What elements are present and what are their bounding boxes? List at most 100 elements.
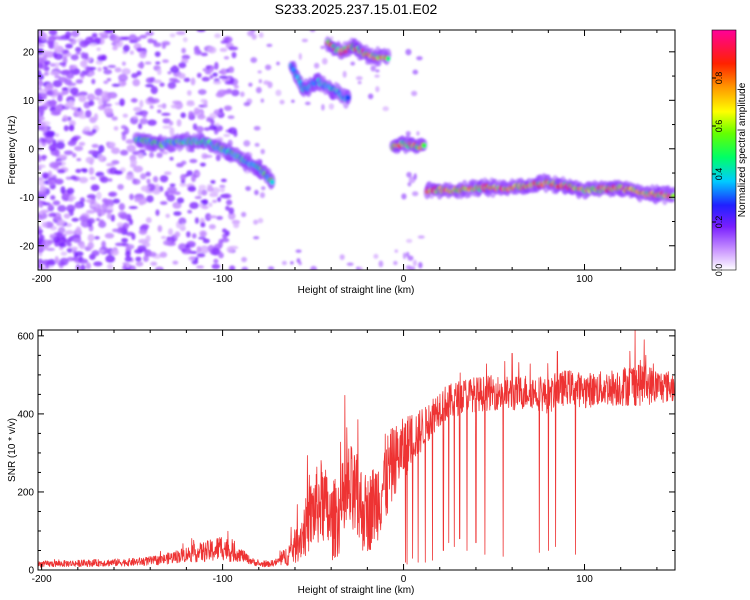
- heatmap-noise-cell: [208, 224, 216, 230]
- snr-ytick-label: 400: [17, 409, 34, 420]
- heatmap-noise-cell: [169, 183, 176, 187]
- heatmap-noise-cell: [320, 45, 325, 50]
- heatmap-noise-cell: [170, 104, 178, 109]
- heatmap-noise-cell: [38, 178, 46, 187]
- heatmap-noise-cell: [66, 256, 75, 262]
- heatmap-noise-cell: [63, 125, 69, 132]
- heatmap-noise-cell: [68, 124, 75, 132]
- heatmap-noise-cell: [66, 248, 73, 253]
- heatmap-noise-cell: [247, 30, 254, 37]
- heatmap-noise-cell: [135, 256, 142, 262]
- heatmap-noise-cell: [103, 103, 112, 107]
- snr-ylabel: SNR (10 * v/v): [7, 418, 18, 482]
- heatmap-noise-cell: [131, 72, 139, 79]
- heatmap-noise-cell: [321, 57, 328, 65]
- heatmap-noise-cell: [180, 173, 187, 181]
- heatmap-noise-cell: [129, 193, 134, 201]
- heatmap-noise-cell: [373, 253, 379, 259]
- heatmap-noise-cell: [38, 88, 47, 94]
- heatmap-noise-cell: [132, 78, 141, 87]
- heatmap-noise-cell: [180, 112, 186, 119]
- heatmap-noise-cell: [61, 87, 70, 91]
- heatmap-noise-cell: [112, 35, 121, 44]
- heatmap-noise-cell: [200, 230, 207, 238]
- heatmap-noise-cell: [258, 79, 262, 84]
- heatmap-noise-cell: [128, 218, 134, 226]
- heatmap-noise-cell: [121, 214, 128, 220]
- heatmap-noise-cell: [200, 222, 206, 228]
- heatmap-noise-cell: [405, 251, 410, 258]
- heatmap-noise-cell: [54, 62, 59, 70]
- heatmap-noise-cell: [220, 186, 225, 193]
- heatmap-noise-cell: [38, 111, 41, 117]
- heatmap-noise-cell: [54, 149, 61, 158]
- heatmap-noise-cell: [258, 32, 264, 39]
- heatmap-noise-cell: [181, 248, 187, 253]
- heatmap-noise-cell: [70, 106, 79, 111]
- heatmap-noise-cell: [91, 32, 98, 38]
- heatmap-noise-cell: [218, 252, 224, 259]
- heatmap-noise-cell: [194, 217, 200, 224]
- heatmap-noise-cell: [122, 113, 129, 118]
- heatmap-noise-cell: [418, 261, 423, 269]
- heatmap-noise-cell: [156, 267, 162, 270]
- heatmap-noise-cell: [75, 226, 82, 235]
- heatmap-noise-cell: [176, 119, 182, 127]
- heatmap-noise-cell: [38, 210, 44, 216]
- heatmap-noise-cell: [74, 145, 84, 152]
- heatmap-noise-cell: [67, 242, 72, 247]
- heatmap-noise-cell: [39, 32, 48, 41]
- heatmap-noise-cell: [197, 114, 206, 120]
- heatmap-noise-cell: [214, 33, 221, 39]
- colorbar: 0.0 0.2 0.4 0.6 0.8 Normalized spectral ampl…: [711, 29, 748, 276]
- heatmap-noise-cell: [168, 120, 174, 126]
- heatmap-noise-cell: [152, 79, 162, 84]
- heatmap-noise-cell: [66, 187, 75, 195]
- heatmap-noise-cell: [182, 37, 188, 43]
- heatmap-noise-cell: [248, 82, 253, 87]
- heatmap-noise-cell: [125, 250, 131, 258]
- heatmap-noise-cell: [174, 231, 181, 238]
- heatmap-noise-cell: [66, 204, 76, 213]
- heatmap-noise-cell: [393, 260, 398, 266]
- heatmap-noise-cell: [200, 98, 206, 103]
- heatmap-noise-cell: [196, 265, 205, 269]
- heatmap-noise-cell: [245, 186, 251, 191]
- heatmap-noise-cell: [140, 173, 147, 180]
- heatmap-noise-cell: [254, 142, 260, 147]
- heatmap-noise-cell: [118, 73, 128, 82]
- heatmap-noise-cell: [168, 228, 174, 236]
- heatmap-noise-cell: [161, 43, 166, 49]
- heatmap-noise-cell: [87, 72, 95, 76]
- colorbar-tick-label: 0.8: [714, 72, 724, 85]
- heatmap-noise-cell: [87, 233, 95, 242]
- heatmap-noise-cell: [374, 74, 380, 78]
- snr-ytick-label: 600: [17, 331, 34, 342]
- heatmap-noise-cell: [93, 113, 99, 121]
- heatmap-noise-cell: [275, 89, 282, 97]
- heatmap-noise-cell: [211, 263, 221, 270]
- heatmap-xtick-label: -100: [213, 274, 233, 285]
- heatmap-noise-cell: [60, 186, 66, 194]
- heatmap-noise-cell: [145, 84, 154, 88]
- heatmap-noise-cell: [301, 38, 309, 43]
- heatmap-noise-cell: [146, 195, 154, 203]
- heatmap-noise-cell: [172, 100, 182, 105]
- heatmap-noise-cell: [74, 203, 82, 209]
- heatmap-noise-cell: [74, 251, 84, 257]
- heatmap-noise-cell: [228, 127, 237, 135]
- heatmap-noise-cell: [85, 109, 92, 118]
- heatmap-noise-cell: [156, 152, 163, 158]
- heatmap-noise-cell: [165, 213, 170, 218]
- heatmap-noise-cell: [153, 42, 162, 48]
- heatmap-noise-cell: [162, 59, 169, 63]
- heatmap-noise-cell: [107, 64, 116, 69]
- heatmap-noise-cell: [139, 118, 148, 125]
- heatmap-noise-cell: [128, 34, 137, 42]
- heatmap-noise-cell: [124, 256, 133, 263]
- heatmap-noise-cell: [102, 66, 108, 70]
- heatmap-noise-cell: [38, 201, 44, 208]
- heatmap-noise-cell: [135, 261, 144, 267]
- heatmap-noise-cell: [89, 43, 98, 47]
- heatmap-noise-cell: [196, 253, 206, 258]
